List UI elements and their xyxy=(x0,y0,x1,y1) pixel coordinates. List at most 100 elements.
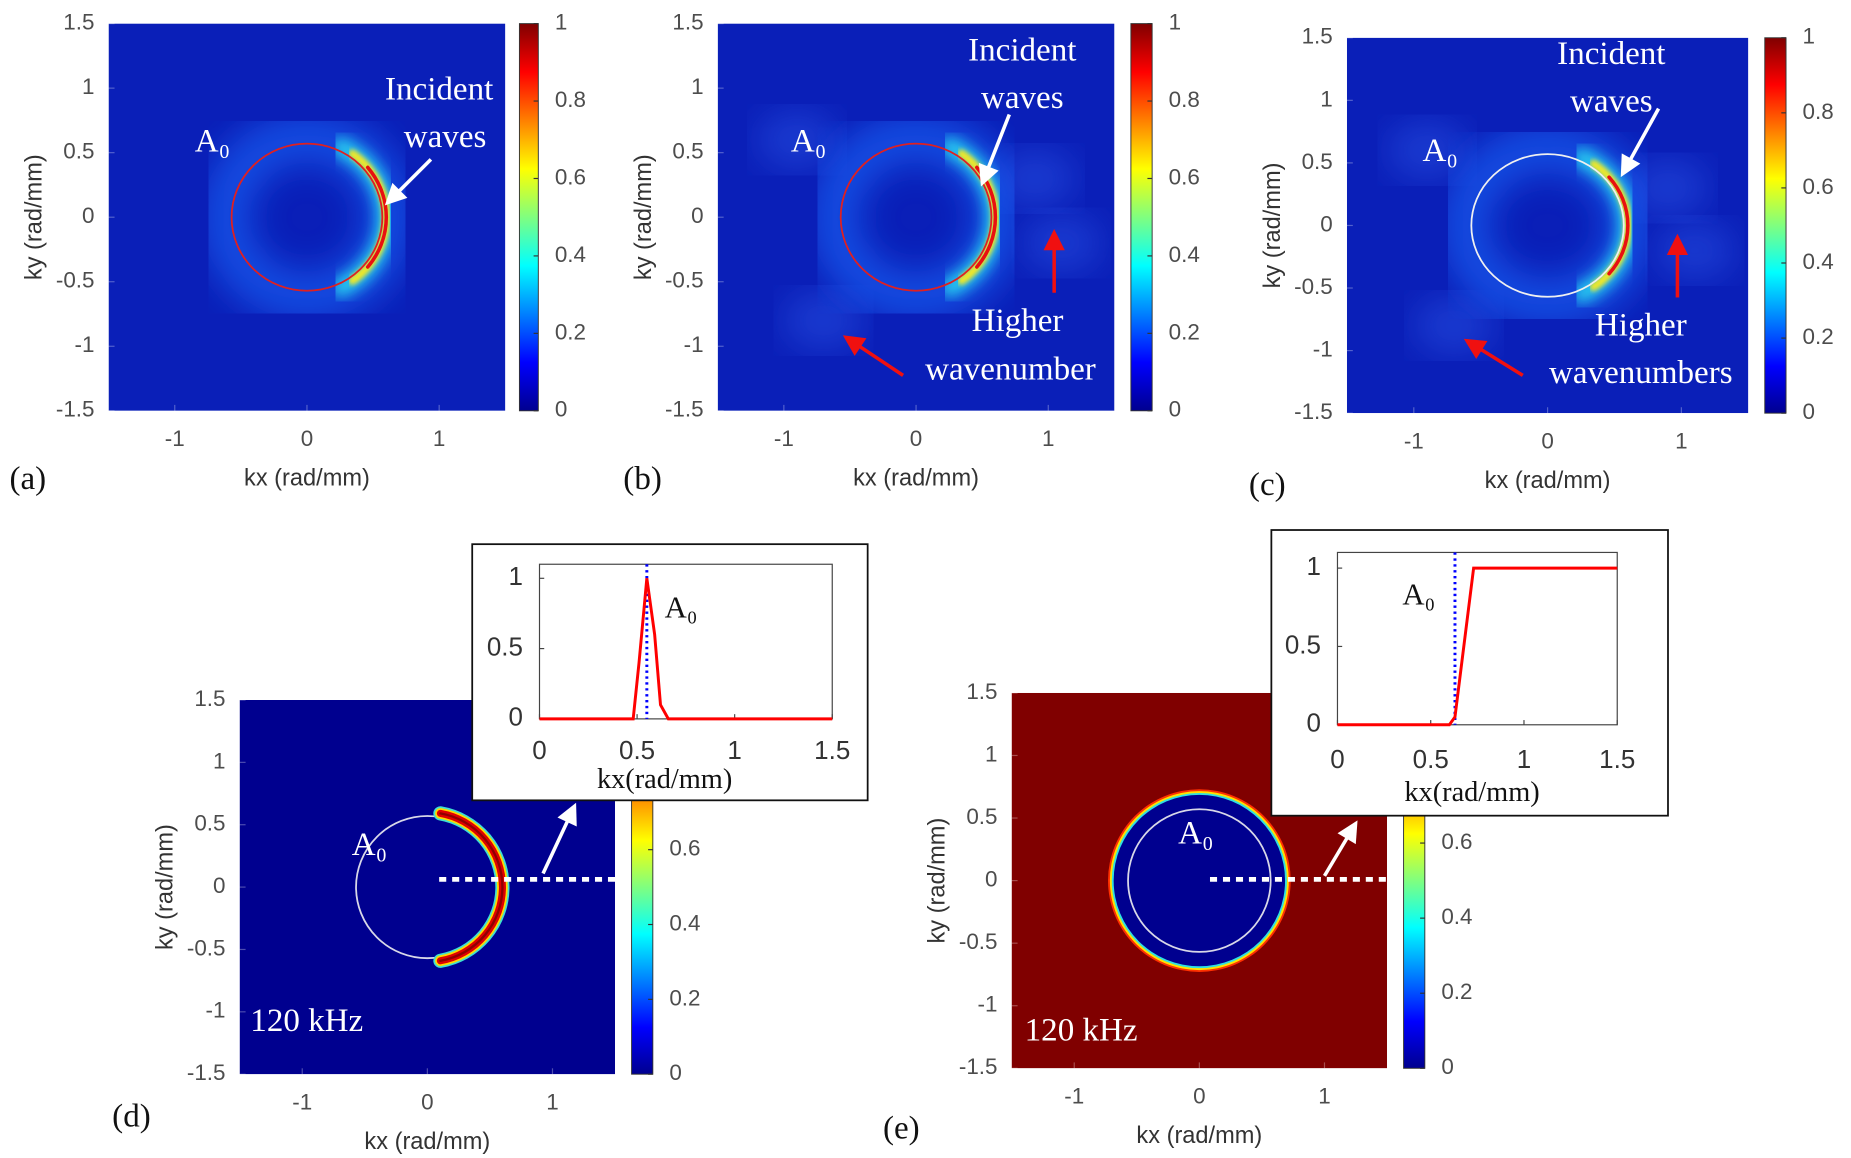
y-axis-label: ky (rad/mm) xyxy=(925,818,951,944)
arrow-head xyxy=(1620,153,1641,178)
heatmap-image xyxy=(717,23,1115,411)
colorbar-tick-label: 0.2 xyxy=(669,985,700,1010)
x-tick-label: 0 xyxy=(910,426,922,451)
arrow-shaft xyxy=(541,817,571,875)
x-tick-label: -1 xyxy=(165,426,185,451)
colorbar-tick-label: 0.8 xyxy=(555,87,586,112)
y-axis-label: ky (rad/mm) xyxy=(153,824,179,950)
arc xyxy=(439,812,504,962)
x-axis-label: kx (rad/mm) xyxy=(1136,1123,1262,1149)
annotation: 120 kHz xyxy=(250,1003,363,1039)
heatmap-image xyxy=(1346,37,1749,414)
annotation: wavenumbers xyxy=(1549,355,1733,391)
panel-label: (e) xyxy=(883,1110,920,1146)
annotation: Incident xyxy=(1557,36,1665,72)
line-series xyxy=(539,578,833,721)
y-tick-label: 0.5 xyxy=(487,631,523,661)
y-tick-label: 1 xyxy=(509,561,523,591)
arrow-shaft xyxy=(1322,834,1351,877)
colorbar-tick-label: 0.6 xyxy=(1441,829,1472,854)
colorbar-tick-label: 0 xyxy=(555,397,567,422)
x-axis-label: kx(rad/mm) xyxy=(597,764,732,795)
plot-frame xyxy=(538,563,833,720)
y-tick-label: 1.5 xyxy=(966,679,997,704)
colorbar-tick-label: 1 xyxy=(555,10,567,35)
arrow-shaft xyxy=(1627,107,1661,164)
colorbar-tick-label: 0.6 xyxy=(669,836,700,861)
colorbar-tick-label: 0.6 xyxy=(1169,164,1200,189)
x-tick-label: 0.5 xyxy=(619,735,655,765)
y-axis-label: ky (rad/mm) xyxy=(631,154,657,280)
heatmap-image xyxy=(108,23,506,411)
x-tick-label: 1.5 xyxy=(814,735,850,765)
y-tick-label: -0.5 xyxy=(959,929,998,954)
y-tick-label: 1.5 xyxy=(194,686,225,711)
annotation: A₀ xyxy=(1178,815,1213,851)
y-tick-label: -1.5 xyxy=(187,1060,226,1085)
colorbar-tick-label: 0.4 xyxy=(1441,904,1472,929)
annotation: A₀ xyxy=(665,590,698,624)
y-tick-label: -1 xyxy=(206,998,226,1023)
x-tick-label: 1 xyxy=(1042,426,1054,451)
arc xyxy=(1607,175,1630,276)
y-tick-label: -1.5 xyxy=(1294,399,1333,424)
y-axis-label: ky (rad/mm) xyxy=(1260,163,1286,289)
x-tick-label: 0 xyxy=(301,426,313,451)
y-tick-label: 0 xyxy=(82,203,94,228)
y-tick-label: -1.5 xyxy=(959,1054,998,1079)
y-tick-label: -1.5 xyxy=(665,397,704,422)
colorbar-tick-label: 0.2 xyxy=(555,319,586,344)
panel-label: (a) xyxy=(9,461,46,497)
x-axis-label: kx (rad/mm) xyxy=(853,465,979,491)
colorbar-tick-label: 1 xyxy=(1803,24,1815,49)
y-tick-label: 1 xyxy=(213,748,225,773)
colorbar-tick-label: 0.4 xyxy=(669,910,700,935)
y-tick-label: 1.5 xyxy=(672,10,703,35)
colorbar-tick-label: 0.2 xyxy=(1169,319,1200,344)
colorbar xyxy=(1130,23,1153,412)
y-tick-label: -1 xyxy=(978,992,998,1017)
y-tick-label: 0 xyxy=(509,702,523,732)
annotation: waves xyxy=(981,80,1064,116)
annotation: Higher xyxy=(1595,308,1687,344)
x-tick-label: -1 xyxy=(774,426,794,451)
x-tick-label: -1 xyxy=(1064,1084,1084,1109)
ring xyxy=(839,142,993,292)
x-tick-label: 1 xyxy=(1675,429,1687,454)
y-axis-label: ky (rad/mm) xyxy=(22,154,48,280)
y-tick-label: 0.5 xyxy=(672,139,703,164)
y-tick-label: 0 xyxy=(985,867,997,892)
y-tick-label: -0.5 xyxy=(56,268,95,293)
colorbar-tick-label: 0.2 xyxy=(1803,324,1834,349)
background xyxy=(108,23,506,411)
y-tick-label: 1 xyxy=(691,74,703,99)
annotation: Incident xyxy=(385,72,493,108)
x-tick-label: 1 xyxy=(1318,1084,1330,1109)
colorbar-tick-label: 0.2 xyxy=(1441,979,1472,1004)
arrow-shaft xyxy=(856,343,905,377)
x-axis-label: kx (rad/mm) xyxy=(364,1129,490,1155)
annotation: A₀ xyxy=(1422,133,1457,169)
x-tick-label: -1 xyxy=(292,1090,312,1115)
y-tick-label: 0 xyxy=(1307,708,1321,738)
x-axis-label: kx(rad/mm) xyxy=(1404,777,1539,808)
x-tick-label: 1 xyxy=(727,735,741,765)
colorbar-tick-label: 0.8 xyxy=(1803,99,1834,124)
y-tick-label: 1.5 xyxy=(63,10,94,35)
y-tick-label: 0 xyxy=(213,873,225,898)
line-series xyxy=(1337,566,1618,727)
annotation: waves xyxy=(404,119,487,155)
y-tick-label: 1 xyxy=(82,74,94,99)
haze xyxy=(755,110,839,170)
y-tick-label: 0.5 xyxy=(966,804,997,829)
arrow-head xyxy=(557,802,577,827)
x-tick-label: 0 xyxy=(421,1090,433,1115)
arrow-shaft xyxy=(1477,346,1524,377)
y-tick-label: 1 xyxy=(1307,551,1321,581)
y-tick-label: 0.5 xyxy=(1302,149,1333,174)
colorbar-tick-label: 0 xyxy=(1441,1054,1453,1079)
haze xyxy=(1385,120,1469,180)
y-tick-label: -1 xyxy=(1313,337,1333,362)
arrow-head xyxy=(1463,338,1488,360)
colorbar xyxy=(1764,37,1787,414)
